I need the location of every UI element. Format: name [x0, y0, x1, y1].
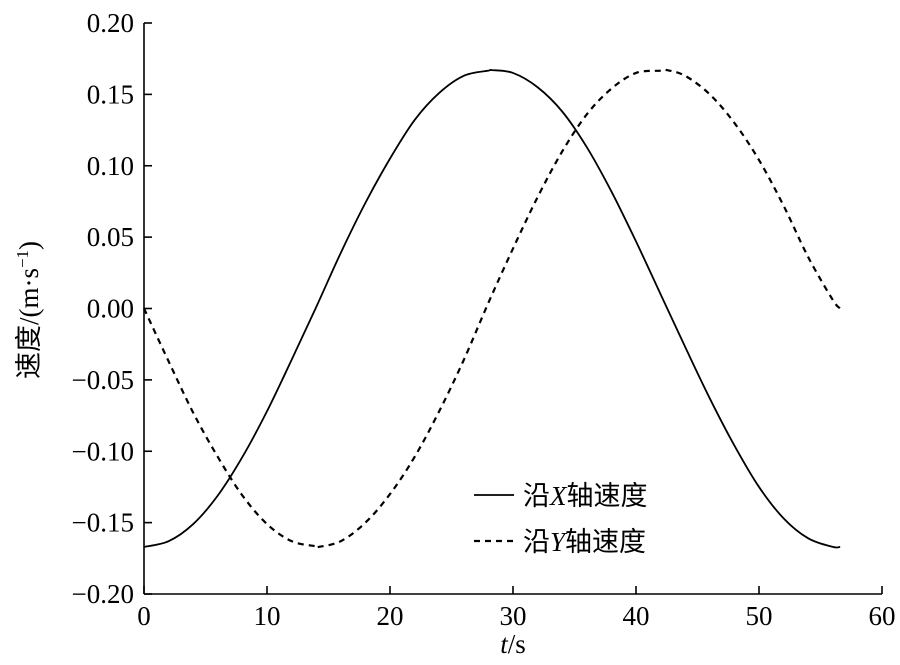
- y-tick-label: −0.20: [72, 579, 134, 609]
- y-tick-label: 0.10: [87, 151, 134, 181]
- y-axis-title: 速度/(m·s−1): [13, 241, 44, 379]
- y-tick-label: 0.15: [87, 79, 134, 109]
- x-ticks: 0 10 20 30 40 50 60: [137, 586, 896, 631]
- x-tick-label: 40: [623, 601, 650, 631]
- y-tick-label: −0.05: [72, 365, 134, 395]
- x-tick-label: 0: [137, 601, 151, 631]
- x-tick-label: 30: [500, 601, 527, 631]
- y-tick-label: 0.00: [87, 294, 134, 324]
- x-tick-label: 60: [869, 601, 896, 631]
- x-axis-title: t/s: [500, 629, 526, 659]
- y-tick-label: 0.05: [87, 222, 134, 252]
- y-ticks: 0.20 0.15 0.10 0.05 0.00 −0.05 −0.10 −0.15 −0.20: [72, 8, 152, 609]
- axes: [143, 23, 882, 595]
- series-layer: [143, 68, 842, 549]
- x-tick-label: 20: [377, 601, 404, 631]
- y-tick-label: −0.15: [72, 508, 134, 538]
- legend-label-y: 沿Y轴速度: [523, 527, 646, 557]
- legend-label-x: 沿X轴速度: [523, 481, 648, 511]
- series-line-x-velocity: [143, 68, 841, 549]
- x-tick-label: 50: [746, 601, 773, 631]
- x-tick-label: 10: [254, 601, 281, 631]
- legend: 沿X轴速度 沿Y轴速度: [474, 481, 648, 557]
- y-tick-label: 0.20: [87, 8, 134, 38]
- y-tick-label: −0.10: [72, 436, 134, 466]
- series-line-y-velocity: [143, 68, 842, 549]
